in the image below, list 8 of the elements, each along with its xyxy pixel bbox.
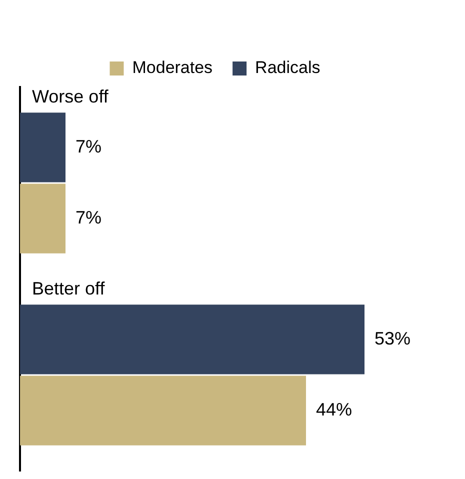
data-label: 44%	[316, 399, 352, 420]
data-label: 7%	[76, 207, 102, 228]
data-label: 53%	[374, 328, 411, 348]
legend-label: Moderates	[132, 58, 213, 78]
legend-label: Radicals	[255, 58, 320, 78]
y-tick-label: Better off	[32, 278, 106, 299]
data-label: 7%	[76, 136, 102, 156]
y-tick-label: Worse off	[32, 86, 110, 107]
